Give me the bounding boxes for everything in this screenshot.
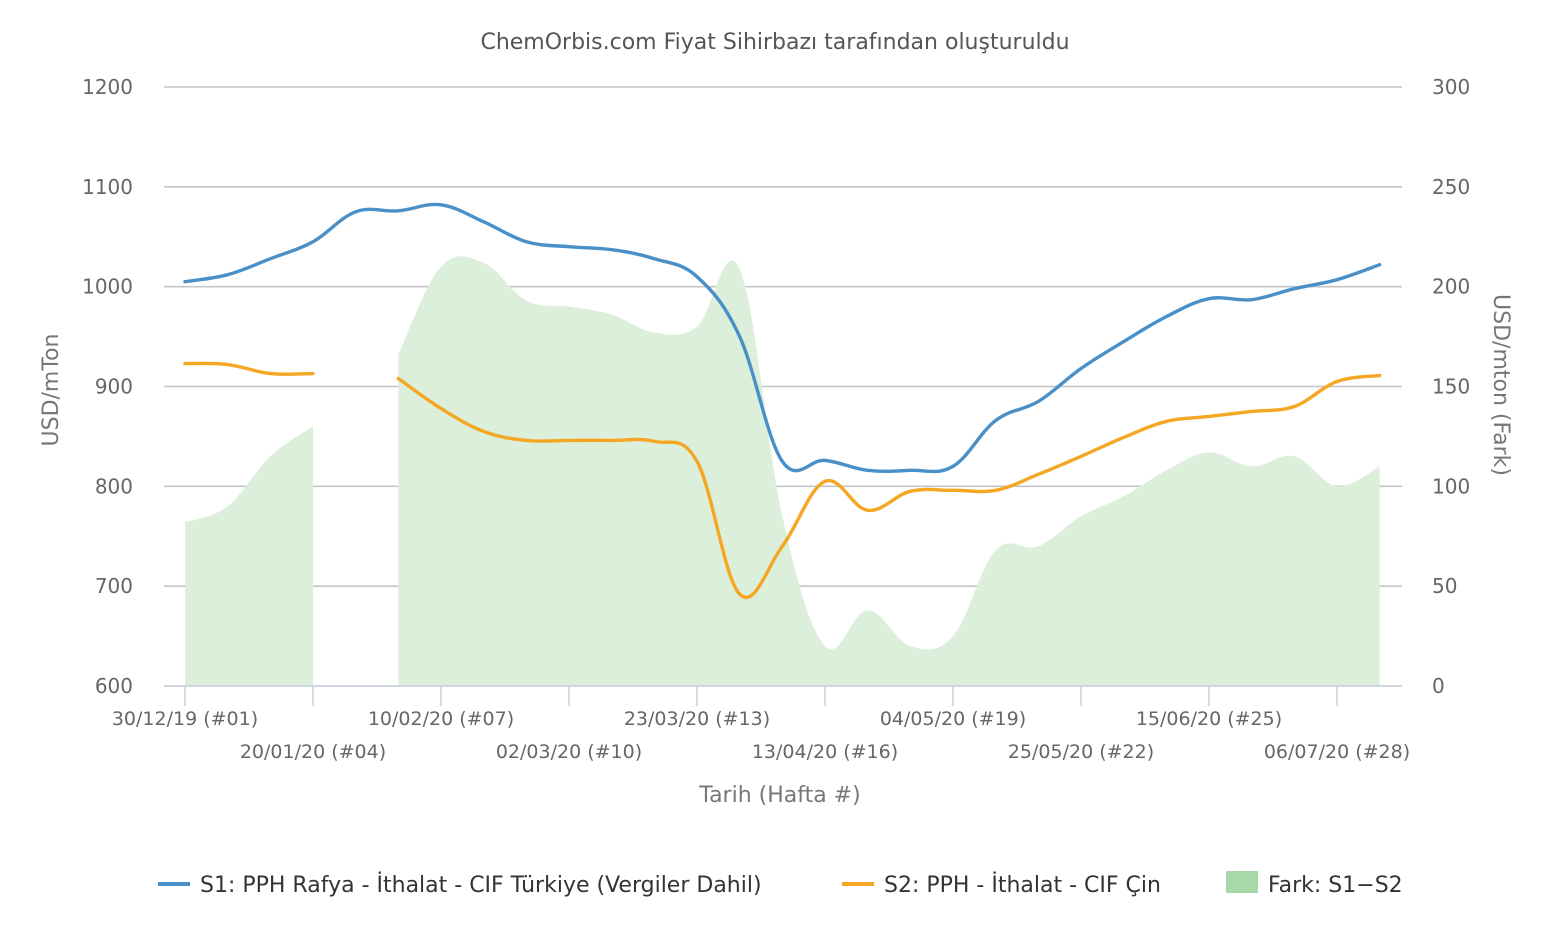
- s2-line[interactable]: [396, 373, 1382, 599]
- legend-label-s2: S2: PPH - İthalat - CIF Çin: [884, 872, 1161, 898]
- s2-line[interactable]: [183, 361, 315, 376]
- s1-line[interactable]: [183, 202, 1382, 474]
- y-tick-label: 1100: [82, 175, 133, 199]
- x-tick-label: 02/03/20 (#10): [496, 741, 642, 763]
- difference-area-layer: [185, 256, 1380, 686]
- y2-tick-label: 0: [1432, 674, 1445, 698]
- y-tick-label: 900: [95, 375, 133, 399]
- y-tick-label: 800: [95, 474, 133, 498]
- x-axis-title: Tarih (Hafta #): [698, 783, 860, 808]
- y-tick-label: 1200: [82, 75, 133, 99]
- y-tick-label: 700: [95, 574, 133, 598]
- area-segment[interactable]: [185, 426, 313, 686]
- y2-tick-label: 150: [1432, 375, 1470, 399]
- legend-item-s2[interactable]: S2: PPH - İthalat - CIF Çin: [842, 872, 1161, 898]
- legend-item-s1[interactable]: S1: PPH Rafya - İthalat - CIF Türkiye (V…: [158, 872, 762, 898]
- x-tick-label: 06/07/20 (#28): [1264, 741, 1410, 763]
- legend: S1: PPH Rafya - İthalat - CIF Türkiye (V…: [158, 871, 1403, 898]
- legend-label-s1: S1: PPH Rafya - İthalat - CIF Türkiye (V…: [200, 872, 762, 898]
- x-tick-label: 10/02/20 (#07): [368, 708, 514, 730]
- y-tick-label: 1000: [82, 275, 133, 299]
- legend-swatch-fark: [1226, 871, 1258, 893]
- y2-tick-label: 50: [1432, 574, 1457, 598]
- area-segment[interactable]: [398, 256, 1380, 686]
- y2-tick-label: 100: [1432, 474, 1470, 498]
- y2-tick-label: 200: [1432, 275, 1470, 299]
- y2-axis-labels: 0 50 100 150 200 250 300: [1432, 75, 1470, 698]
- x-axis: 30/12/19 (#01) 20/01/20 (#04) 10/02/20 (#0…: [112, 685, 1410, 763]
- x-tick-label: 20/01/20 (#04): [240, 741, 386, 763]
- y2-axis-title: USD/mton (Fark): [1488, 294, 1513, 476]
- price-lines-layer: [183, 202, 1382, 599]
- x-tick-label: 25/05/20 (#22): [1008, 741, 1154, 763]
- y2-tick-label: 300: [1432, 75, 1470, 99]
- legend-label-fark: Fark: S1−S2: [1268, 873, 1403, 898]
- y-tick-label: 600: [95, 674, 133, 698]
- y-axis-title: USD/mTon: [39, 334, 64, 447]
- x-tick-label: 04/05/20 (#19): [880, 708, 1026, 730]
- grid: [164, 86, 1402, 687]
- y2-tick-label: 250: [1432, 175, 1470, 199]
- chart-title: ChemOrbis.com Fiyat Sihirbazı tarafından…: [480, 30, 1069, 55]
- x-tick-label: 23/03/20 (#13): [624, 708, 770, 730]
- x-tick-label: 13/04/20 (#16): [752, 741, 898, 763]
- x-tick-label: 30/12/19 (#01): [112, 708, 258, 730]
- x-tick-label: 15/06/20 (#25): [1136, 708, 1282, 730]
- y-axis-labels: 600 700 800 900 1000 1100 1200: [82, 75, 133, 698]
- legend-item-fark[interactable]: Fark: S1−S2: [1226, 871, 1403, 898]
